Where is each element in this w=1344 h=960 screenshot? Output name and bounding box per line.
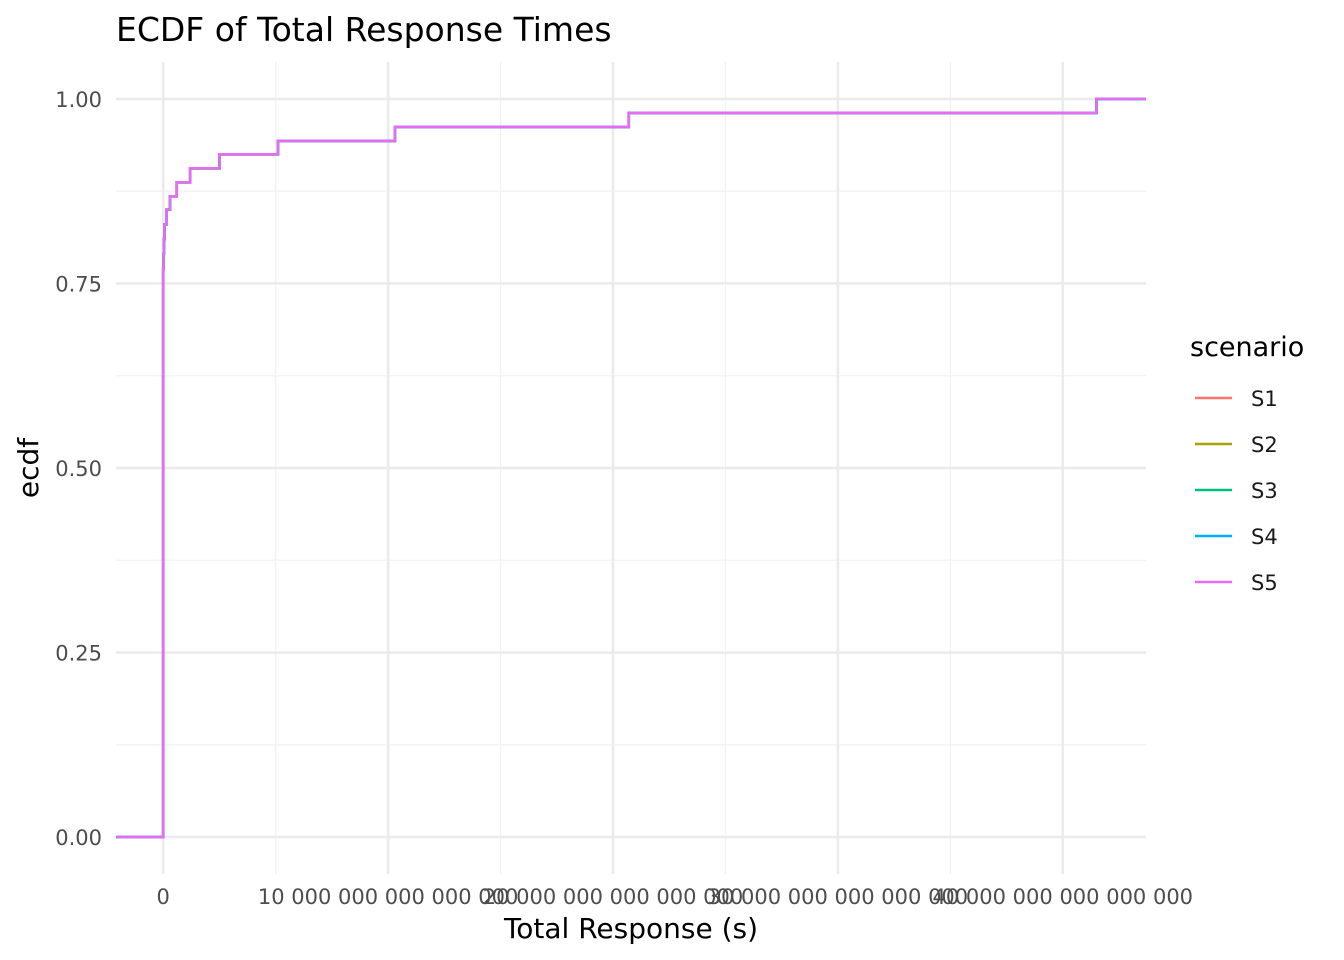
- legend-label-s5: S5: [1251, 571, 1278, 595]
- legend-label-s3: S3: [1251, 479, 1278, 503]
- x-tick-label: 0: [157, 885, 170, 909]
- legend-label-s2: S2: [1251, 433, 1278, 457]
- series-layer: [116, 97, 1146, 839]
- legend-title: scenario: [1190, 332, 1304, 363]
- x-tick-label: 20 000 000 000 000 000: [483, 885, 744, 909]
- y-tick-label: 1.00: [55, 88, 102, 112]
- y-tick-label: 0.75: [55, 272, 102, 296]
- y-tick-label: 0.50: [55, 457, 102, 481]
- x-axis-title: Total Response (s): [503, 912, 758, 945]
- x-tick-label: 40 000 000 000 000 000: [933, 885, 1194, 909]
- legend-label-s1: S1: [1251, 387, 1278, 411]
- grid: [116, 62, 1146, 874]
- y-tick-label: 0.25: [55, 642, 102, 666]
- y-axis-title: ecdf: [12, 437, 45, 498]
- y-axis-ticks: 0.00 0.25 0.50 0.75 1.00: [55, 88, 102, 850]
- x-tick-label: 30 000 000 000 000 000: [708, 885, 969, 909]
- x-tick-label: 10 000 000 000 000 000: [258, 885, 519, 909]
- series-line-s5: [116, 97, 1146, 839]
- chart-title: ECDF of Total Response Times: [116, 10, 612, 49]
- legend: scenario S1 S2 S3 S4 S5: [1190, 332, 1304, 595]
- y-tick-label: 0.00: [55, 826, 102, 850]
- legend-label-s4: S4: [1251, 525, 1278, 549]
